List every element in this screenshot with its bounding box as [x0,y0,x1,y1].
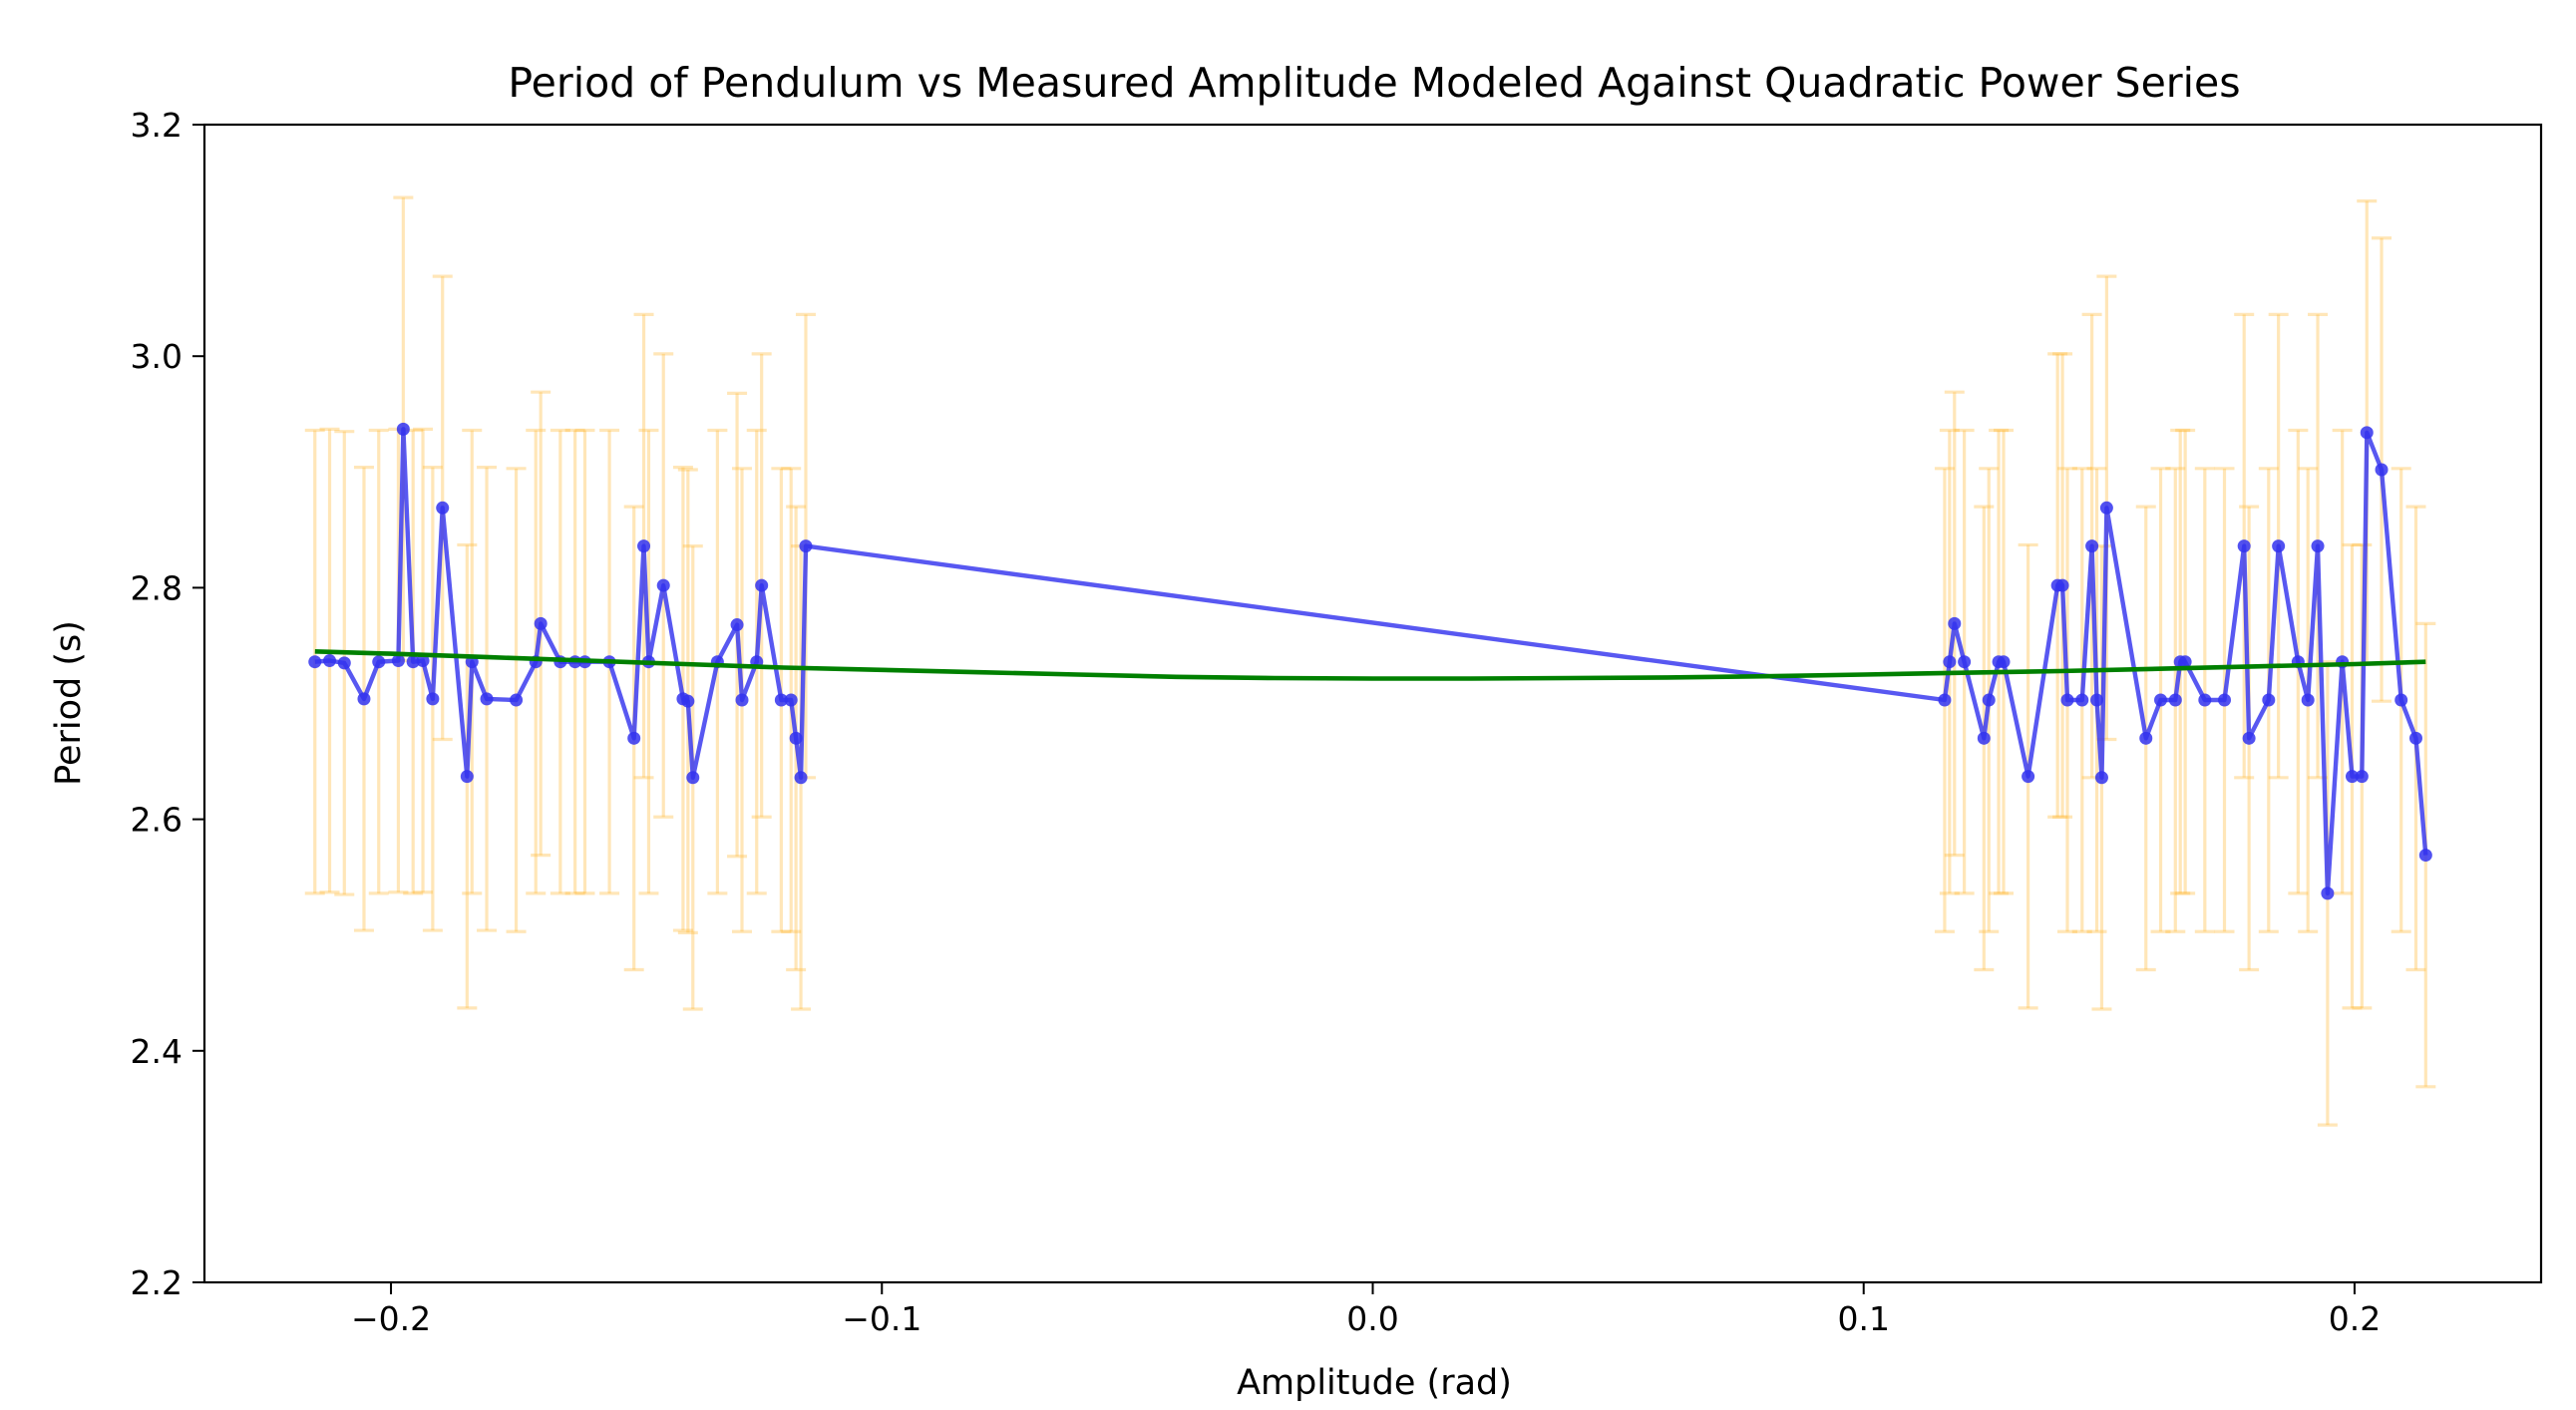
data-point [2355,770,2369,784]
measured-period-line [314,427,2428,896]
data-point [755,578,769,592]
x-tick-label: 0.1 [1837,1299,1889,1338]
data-point [2311,539,2325,553]
data-point [789,731,803,745]
data-point [2075,693,2089,707]
x-tick-label: −0.2 [351,1299,431,1338]
y-tick-label: 3.0 [131,337,183,376]
y-axis-label: Period (s) [49,620,89,786]
data-point [416,654,430,668]
data-point [1948,616,1962,630]
data-point [656,578,670,592]
data-point [2178,655,2192,669]
data-point [730,618,744,632]
data-point [1977,731,1991,745]
y-tick-label: 3.2 [131,106,183,145]
data-point [2345,770,2359,784]
x-axis-label: Amplitude (rad) [1237,1363,1512,1403]
data-point [627,731,641,745]
data-point [510,693,524,707]
data-point [406,655,420,669]
data-point [2198,693,2212,707]
data-point [1943,655,1957,669]
data-point [2321,886,2335,900]
data-point [774,693,788,707]
y-tick-label: 2.6 [131,801,183,840]
data-point [2055,578,2069,592]
data-point [357,692,371,706]
data-point [681,694,695,708]
data-point [2154,693,2168,707]
data-point [323,654,337,668]
data-point [2408,731,2422,745]
data-point [2090,693,2104,707]
data-point [337,656,351,670]
data-point [2099,501,2113,515]
data-point [1938,693,1952,707]
data-point [799,539,813,553]
data-point [1958,655,1972,669]
x-tick-label: 0.2 [2329,1299,2381,1338]
data-point [2060,693,2074,707]
data-point [2360,426,2374,440]
data-point [426,692,440,706]
chart-title: Period of Pendulum vs Measured Amplitude… [508,59,2240,107]
data-point [2301,693,2315,707]
data-point [637,539,651,553]
data-point [2094,771,2108,785]
data-point [1997,655,2011,669]
data-point [2262,693,2276,707]
data-point [2418,849,2432,863]
data-point [436,501,450,515]
data-point [534,616,548,630]
data-point [794,771,808,785]
data-point [2242,731,2256,745]
quadratic-fit-curve [314,649,2426,681]
data-point [391,654,405,668]
data-point [2085,539,2099,553]
data-point [2168,693,2182,707]
y-tick-label: 2.4 [131,1032,183,1071]
data-point [480,692,494,706]
data-point [784,693,798,707]
data-point [2139,731,2153,745]
data-point [2237,539,2251,553]
axis-ticks: −0.2 −0.1 0.0 0.1 0.2 2.2 2.4 2.6 2.8 3.0 3.2 [131,106,2382,1338]
data-point [372,655,386,669]
plot-area [304,195,2436,1127]
data-point [735,693,749,707]
y-tick-label: 2.8 [131,568,183,607]
data-point [2022,770,2035,784]
plot-frame [202,123,2543,1284]
data-point [1982,693,1996,707]
data-point [460,770,474,784]
data-point [2375,463,2389,477]
data-point [308,655,322,669]
data-point [2218,693,2232,707]
x-tick-label: 0.0 [1346,1299,1398,1338]
data-point [2272,539,2286,553]
y-tick-label: 2.2 [131,1263,183,1302]
x-tick-label: −0.1 [842,1299,921,1338]
data-point [686,771,700,785]
data-point [396,422,410,436]
data-point [2394,693,2408,707]
